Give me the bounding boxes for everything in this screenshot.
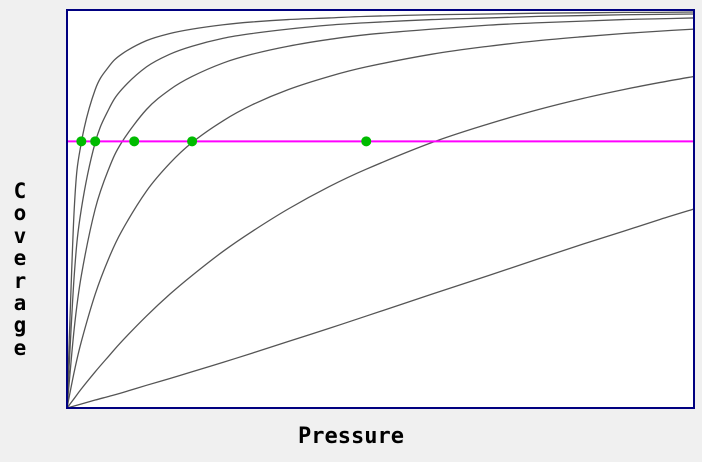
intersection-point-4 xyxy=(187,136,198,147)
points-layer xyxy=(76,136,372,147)
isotherm-curve-3 xyxy=(66,17,695,409)
intersection-point-2 xyxy=(90,136,101,147)
y-axis-label-letter: r xyxy=(13,268,27,293)
y-axis-label-letter: v xyxy=(13,223,27,248)
intersection-point-5 xyxy=(361,136,372,147)
y-axis-label-letter: e xyxy=(13,246,27,271)
intersection-point-1 xyxy=(76,136,87,147)
x-axis-label: Pressure xyxy=(298,424,404,449)
plot-area xyxy=(67,10,694,408)
isotherm-curve-4 xyxy=(66,28,695,409)
isotherm-curve-5 xyxy=(66,75,695,409)
isotherm-curve-1 xyxy=(66,11,695,409)
y-axis-label-letter: e xyxy=(13,335,27,360)
isotherm-curve-6 xyxy=(66,208,695,409)
plot-frame xyxy=(66,9,695,409)
y-axis-label-letter: o xyxy=(13,201,27,226)
intersection-point-3 xyxy=(129,136,140,147)
y-axis-label-letter: g xyxy=(13,313,27,338)
y-axis-label-letter: C xyxy=(13,179,27,203)
y-axis-label-letter: a xyxy=(13,291,27,316)
